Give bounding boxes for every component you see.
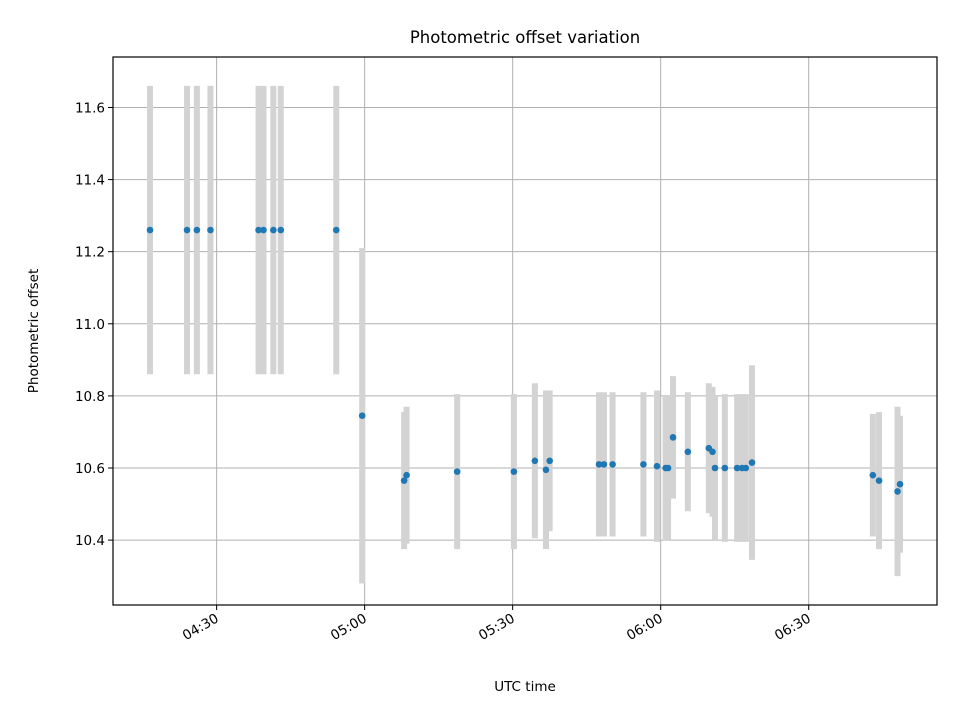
data-point — [270, 226, 277, 234]
data-point — [531, 457, 539, 465]
data-point — [595, 461, 603, 468]
data-point — [684, 448, 692, 456]
data-point — [894, 488, 901, 495]
y-tick-label: 11.6 — [75, 100, 105, 116]
data-point — [875, 477, 883, 484]
data-point — [742, 464, 750, 472]
data-point — [896, 480, 904, 488]
data-point — [193, 226, 201, 234]
x-axis-label: UTC time — [494, 679, 556, 695]
y-tick-label: 10.4 — [75, 533, 105, 549]
data-point — [146, 226, 154, 234]
data-point — [709, 448, 716, 456]
data-point — [207, 226, 214, 234]
data-point — [748, 459, 756, 466]
data-point — [721, 464, 729, 472]
y-axis-label: Photometric offset — [26, 269, 42, 393]
y-tick-label: 10.6 — [75, 461, 105, 477]
data-point — [546, 457, 553, 465]
data-point — [669, 434, 677, 441]
y-tick-label: 11.0 — [75, 317, 105, 333]
data-point — [332, 226, 340, 234]
y-axis-ticks: 10.4 10.6 10.8 11.0 11.2 11.4 11.6 — [75, 100, 113, 549]
data-point — [358, 412, 366, 420]
data-point — [664, 464, 672, 472]
data-point — [453, 468, 461, 475]
grid-lines — [113, 57, 937, 605]
data-points — [146, 226, 904, 495]
data-point — [183, 226, 191, 234]
data-point — [609, 461, 616, 468]
chart-title: Photometric offset variation — [410, 28, 640, 47]
y-tick-label: 11.4 — [75, 173, 105, 189]
data-point — [542, 466, 550, 474]
y-tick-label: 11.2 — [75, 245, 105, 261]
y-tick-label: 10.8 — [75, 389, 105, 405]
data-point — [653, 462, 661, 470]
data-point — [255, 226, 262, 234]
data-point — [711, 464, 719, 472]
data-point — [400, 477, 408, 484]
data-point — [640, 461, 647, 468]
data-point — [510, 468, 518, 475]
data-point — [600, 461, 608, 468]
data-point — [260, 226, 267, 234]
data-point — [403, 471, 410, 479]
plot-frame — [112, 56, 938, 606]
data-point — [733, 464, 741, 472]
data-point — [277, 226, 285, 234]
data-point — [869, 471, 877, 479]
